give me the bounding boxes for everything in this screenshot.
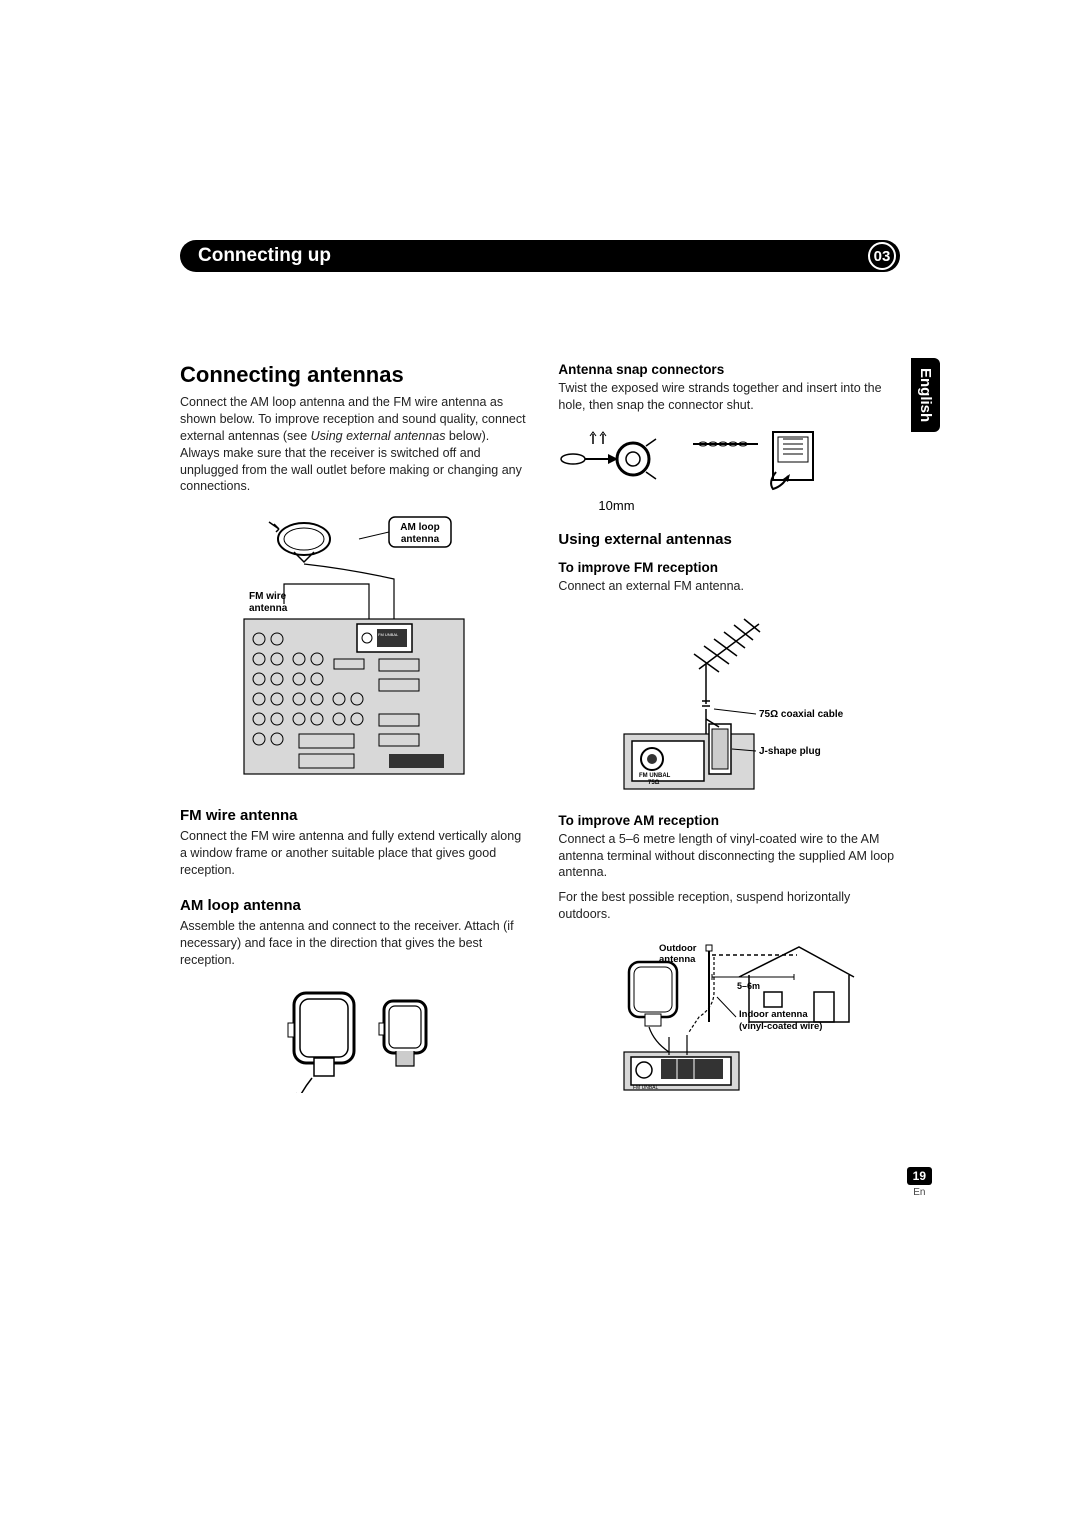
svg-text:5–6m: 5–6m xyxy=(737,981,760,991)
svg-text:(vinyl-coated wire): (vinyl-coated wire) xyxy=(739,1021,822,1032)
fm-improve-heading: To improve FM reception xyxy=(558,560,900,575)
am-loop-assembly-diagram xyxy=(264,983,444,1093)
svg-text:AM loop: AM loop xyxy=(400,522,439,533)
am-external-diagram: Outdoor antenna 5–6m Indoor antenna (vin… xyxy=(599,937,859,1097)
svg-text:75Ω coaxial cable: 75Ω coaxial cable xyxy=(759,709,844,720)
fm-improve-text: Connect an external FM antenna. xyxy=(558,578,900,595)
intro-paragraph: Connect the AM loop antenna and the FM w… xyxy=(180,394,528,495)
left-column: Connecting antennas Connect the AM loop … xyxy=(180,362,528,1111)
language-tab: English xyxy=(911,358,940,432)
page-number-value: 19 xyxy=(907,1167,932,1185)
snap-heading: Antenna snap connectors xyxy=(558,362,900,377)
svg-text:FM UNBAL: FM UNBAL xyxy=(378,632,399,637)
svg-text:75Ω: 75Ω xyxy=(648,780,660,786)
fm-wire-text: Connect the FM wire antenna and fully ex… xyxy=(180,828,528,879)
am-improve-text1: Connect a 5–6 metre length of vinyl-coat… xyxy=(558,831,900,882)
snap-text: Twist the exposed wire strands together … xyxy=(558,380,900,414)
fm-external-diagram: FM UNBAL 75Ω 75Ω coaxial cable J-shape p… xyxy=(604,609,854,799)
snap-connector-diagram xyxy=(558,424,900,494)
svg-text:FM UNBAL: FM UNBAL xyxy=(639,773,671,779)
fm-wire-heading: FM wire antenna xyxy=(180,807,528,824)
page-number-lang: En xyxy=(907,1187,932,1198)
receiver-diagram: AM loop antenna FM wire antenna FM UNBAL xyxy=(239,509,469,789)
svg-text:Outdoor: Outdoor xyxy=(659,943,697,954)
svg-text:FM wire: FM wire xyxy=(249,591,287,602)
section-heading: Connecting antennas xyxy=(180,362,528,388)
am-improve-heading: To improve AM reception xyxy=(558,813,900,828)
right-column: Antenna snap connectors Twist the expose… xyxy=(558,362,900,1111)
snap-shut-icon xyxy=(688,424,818,494)
page-number: 19 En xyxy=(907,1167,932,1198)
chapter-title: Connecting up xyxy=(198,245,331,267)
snap-insert-icon xyxy=(558,424,668,494)
am-loop-heading: AM loop antenna xyxy=(180,897,528,914)
svg-text:Indoor antenna: Indoor antenna xyxy=(739,1009,808,1020)
svg-text:antenna: antenna xyxy=(249,603,288,614)
svg-text:J-shape plug: J-shape plug xyxy=(759,746,821,757)
chapter-header: Connecting up 03 xyxy=(180,240,900,272)
am-improve-text2: For the best possible reception, suspend… xyxy=(558,889,900,923)
svg-text:antenna: antenna xyxy=(401,534,440,545)
ext-antenna-heading: Using external antennas xyxy=(558,531,900,548)
chapter-number: 03 xyxy=(868,242,896,270)
am-loop-text: Assemble the antenna and connect to the … xyxy=(180,918,528,969)
content-columns: Connecting antennas Connect the AM loop … xyxy=(180,362,900,1111)
snap-measurement: 10mm xyxy=(598,498,900,513)
svg-text:FM UNBAL: FM UNBAL xyxy=(633,1085,659,1091)
